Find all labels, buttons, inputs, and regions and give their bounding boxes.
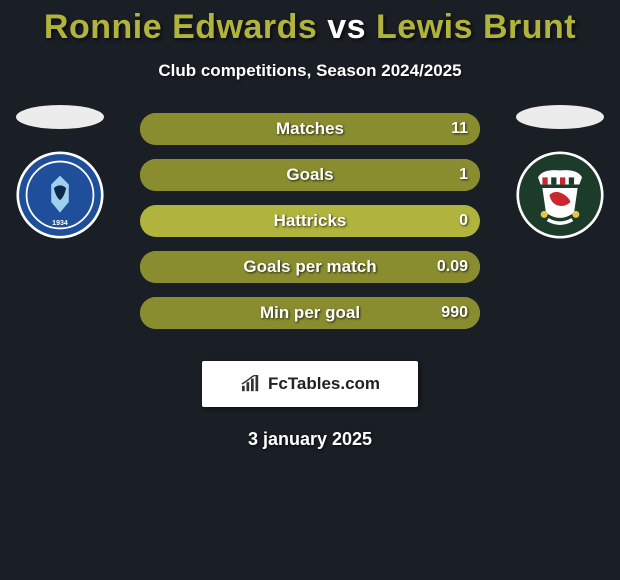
title-vs: vs <box>327 8 366 46</box>
title-player2: Lewis Brunt <box>376 8 576 46</box>
stat-label: Matches <box>276 119 344 139</box>
stat-bar: Goals per match 0.09 <box>140 251 480 283</box>
stats-bars: Matches 11 Goals 1 Hattricks 0 Goals per match… <box>140 113 480 343</box>
player-right-slot <box>500 105 620 239</box>
page-title: Ronnie Edwards vs Lewis Brunt <box>0 8 620 47</box>
comparison-area: 1934 <box>0 113 620 343</box>
club-badge-left: 1934 <box>16 151 104 239</box>
subtitle: Club competitions, Season 2024/2025 <box>0 61 620 81</box>
date-text: 3 january 2025 <box>0 429 620 450</box>
title-player1: Ronnie Edwards <box>44 8 317 46</box>
club-badge-left-icon: 1934 <box>16 151 104 239</box>
stat-value-right: 990 <box>441 304 468 322</box>
club-badge-right-icon <box>516 145 604 245</box>
stat-label: Min per goal <box>260 303 360 323</box>
stat-value-right: 11 <box>451 120 468 138</box>
bar-chart-icon <box>240 375 262 393</box>
stat-label: Goals per match <box>243 257 376 277</box>
stat-bar: Matches 11 <box>140 113 480 145</box>
club-badge-right <box>516 151 604 239</box>
stat-label: Goals <box>286 165 333 185</box>
brand-text: FcTables.com <box>268 374 380 394</box>
stat-bar: Hattricks 0 <box>140 205 480 237</box>
stat-value-right: 0 <box>459 212 468 230</box>
player-right-avatar-placeholder <box>516 105 604 129</box>
infographic-container: Ronnie Edwards vs Lewis Brunt Club compe… <box>0 0 620 580</box>
stat-value-right: 0.09 <box>437 258 468 276</box>
svg-text:1934: 1934 <box>52 220 68 227</box>
brand-box[interactable]: FcTables.com <box>202 361 418 407</box>
player-left-avatar-placeholder <box>16 105 104 129</box>
stat-value-right: 1 <box>459 166 468 184</box>
stat-bar: Min per goal 990 <box>140 297 480 329</box>
player-left-slot: 1934 <box>0 105 120 239</box>
stat-label: Hattricks <box>274 211 347 231</box>
stat-bar: Goals 1 <box>140 159 480 191</box>
